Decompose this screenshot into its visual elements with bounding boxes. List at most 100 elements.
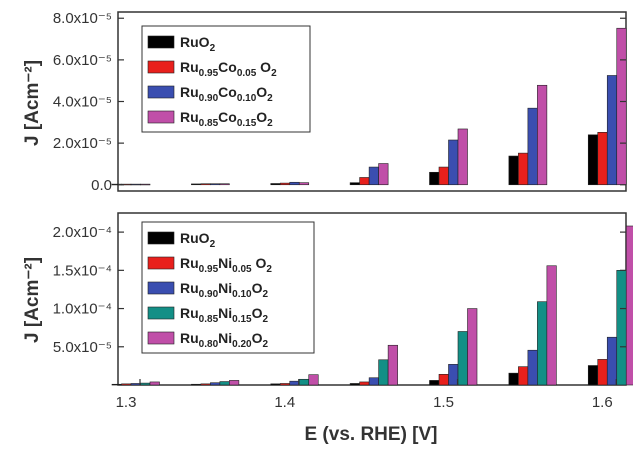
legend-label-top-0: RuO2 xyxy=(180,34,216,54)
bar-top-s2-x2 xyxy=(289,181,300,186)
bar-bottom-s1-x5 xyxy=(518,366,529,386)
bar-top-s2-x6 xyxy=(606,75,618,186)
y-axis-label-top: J [Acm⁻²] xyxy=(22,60,43,146)
bar-top-s3-x3 xyxy=(378,163,389,186)
bar-bottom-s1-x3 xyxy=(359,381,370,386)
x-axis-bottom: 1.3 1.4 1.5 1.6 xyxy=(116,379,617,411)
legend-label-top-2: Ru0.90Co0.10O2 xyxy=(180,84,273,104)
bars-top xyxy=(111,27,627,186)
legend-swatch-top-2 xyxy=(147,85,175,99)
bar-top-s1-x4 xyxy=(438,166,449,186)
ytick-label-top-0: 0.0 xyxy=(91,177,112,194)
bar-bottom-s2-x6 xyxy=(606,336,618,386)
bar-bottom-s4-x2 xyxy=(308,374,319,386)
bar-bottom-s4-x3 xyxy=(387,344,398,386)
bar-top-s3-x2 xyxy=(298,182,310,186)
bar-top-s2-x1 xyxy=(210,183,221,186)
bar-top-s1-x2 xyxy=(279,182,291,186)
legend-bottom: RuO2 Ru0.95Ni0.05 O2 Ru0.90Ni0.10O2 Ru0.85N… xyxy=(141,221,315,354)
panel-top: 0.0 2.0x10⁻⁵ 4.0x10⁻⁵ 6.0x10⁻⁵ 8.0x10⁻⁵ RuO2… xyxy=(22,10,627,194)
bar-top-s1-x1 xyxy=(200,183,211,186)
ytick-label-top-4: 8.0x10⁻⁵ xyxy=(53,10,112,27)
bar-bottom-s0-x4 xyxy=(429,380,440,386)
ytick-label-top-1: 2.0x10⁻⁵ xyxy=(53,135,112,152)
bar-bottom-s0-x5 xyxy=(508,372,519,386)
bar-bottom-s1-x6 xyxy=(597,359,608,386)
ytick-label-top-2: 4.0x10⁻⁵ xyxy=(53,94,112,111)
bar-bottom-s3-x6 xyxy=(616,270,627,386)
legend-label-bottom-3: Ru0.85Ni0.15O2 xyxy=(180,305,269,325)
bar-bottom-s3-x4 xyxy=(457,331,468,386)
bar-bottom-s2-x2 xyxy=(289,380,300,386)
bar-bottom-s2-x3 xyxy=(368,377,379,386)
xtick-label-2: 1.5 xyxy=(433,394,454,411)
ytick-label-bottom-0: 5.0x10⁻⁵ xyxy=(53,339,112,356)
bar-top-s2-x0 xyxy=(130,183,141,186)
xtick-label-3: 1.6 xyxy=(592,394,613,411)
bar-bottom-s4-x0 xyxy=(149,381,160,386)
legend-swatch-top-1 xyxy=(147,60,175,74)
bar-bottom-s3-x3 xyxy=(378,359,389,386)
bar-top-s3-x6 xyxy=(616,27,627,186)
bar-bottom-s3-x1 xyxy=(219,381,230,386)
bar-bottom-s3-x2 xyxy=(298,378,310,386)
bar-bottom-s0-x3 xyxy=(349,383,360,386)
bar-top-s3-x1 xyxy=(219,183,230,186)
legend-label-bottom-2: Ru0.90Ni0.10O2 xyxy=(180,280,269,300)
bar-bottom-s1-x0 xyxy=(121,383,132,386)
legend-swatch-top-3 xyxy=(147,110,175,124)
xtick-label-1: 1.4 xyxy=(274,394,295,411)
ytick-label-top-3: 6.0x10⁻⁵ xyxy=(53,52,112,69)
bar-bottom-s4-x5 xyxy=(546,265,557,386)
legend-top: RuO2 Ru0.95Co0.05 O2 Ru0.90Co0.10O2 Ru0.85C… xyxy=(141,25,311,133)
x-axis-label: E (vs. RHE) [V] xyxy=(304,424,437,445)
legend-swatch-bottom-4 xyxy=(147,331,175,345)
bar-top-s0-x6 xyxy=(587,134,599,186)
bar-bottom-s4-x1 xyxy=(229,380,240,386)
bar-top-s2-x3 xyxy=(368,166,379,186)
bar-top-s2-x5 xyxy=(527,107,538,186)
bar-bottom-s2-x0 xyxy=(130,383,141,386)
bar-bottom-s0-x2 xyxy=(270,383,281,386)
bar-top-s3-x5 xyxy=(537,84,548,186)
bar-top-s3-x4 xyxy=(457,128,468,186)
bar-top-s0-x1 xyxy=(191,183,202,186)
bar-bottom-s2-x5 xyxy=(527,349,538,386)
bar-bottom-s2-x1 xyxy=(210,382,221,386)
legend-label-bottom-4: Ru0.80Ni0.20O2 xyxy=(180,330,269,350)
legend-label-bottom-1: Ru0.95Ni0.05 O2 xyxy=(180,255,272,275)
bar-top-s1-x6 xyxy=(597,132,608,186)
y-axis-label-bottom: J [Acm⁻²] xyxy=(22,257,43,343)
bar-bottom-s2-x4 xyxy=(448,364,459,386)
xtick-label-0: 1.3 xyxy=(116,394,137,411)
bar-bottom-s4-x4 xyxy=(467,308,478,386)
bar-bottom-s1-x1 xyxy=(200,383,211,386)
bar-top-s1-x3 xyxy=(359,177,370,186)
legend-swatch-bottom-0 xyxy=(147,231,175,245)
legend-swatch-top-0 xyxy=(147,35,175,49)
bar-bottom-s1-x4 xyxy=(438,373,449,386)
bar-bottom-s0-x0 xyxy=(111,383,122,386)
legend-label-top-3: Ru0.85Co0.15O2 xyxy=(180,109,273,129)
bar-bottom-s1-x2 xyxy=(279,383,291,386)
y-axis-top: 0.0 2.0x10⁻⁵ 4.0x10⁻⁵ 6.0x10⁻⁵ 8.0x10⁻⁵ xyxy=(53,10,626,194)
panel-bottom: 5.0x10⁻⁵1.0x10⁻⁴1.5x10⁻⁴2.0x10⁻⁴ 1.3 1.4 1… xyxy=(22,212,633,445)
bar-bottom-s3-x5 xyxy=(537,301,548,386)
legend-label-top-1: Ru0.95Co0.05 O2 xyxy=(180,59,277,79)
bar-top-s0-x2 xyxy=(270,183,281,186)
ytick-label-bottom-2: 1.5x10⁻⁴ xyxy=(53,262,112,279)
bar-bottom-s0-x6 xyxy=(587,365,599,386)
legend-swatch-bottom-3 xyxy=(147,306,175,320)
bar-bottom-s3-x0 xyxy=(140,382,151,386)
legend-swatch-bottom-1 xyxy=(147,256,175,270)
bar-top-s2-x4 xyxy=(448,139,459,186)
ytick-label-bottom-1: 1.0x10⁻⁴ xyxy=(53,301,112,318)
bar-bottom-s0-x1 xyxy=(191,383,202,386)
ytick-label-bottom-3: 2.0x10⁻⁴ xyxy=(53,224,112,241)
bars-bottom xyxy=(111,225,633,386)
bar-bottom-s4-x6 xyxy=(625,225,633,386)
legend-swatch-bottom-2 xyxy=(147,281,175,295)
bar-top-s0-x4 xyxy=(429,171,440,186)
y-axis-bottom: 5.0x10⁻⁵ 1.0x10⁻⁴ 1.5x10⁻⁴ 2.0x10⁻⁴ xyxy=(53,224,626,356)
